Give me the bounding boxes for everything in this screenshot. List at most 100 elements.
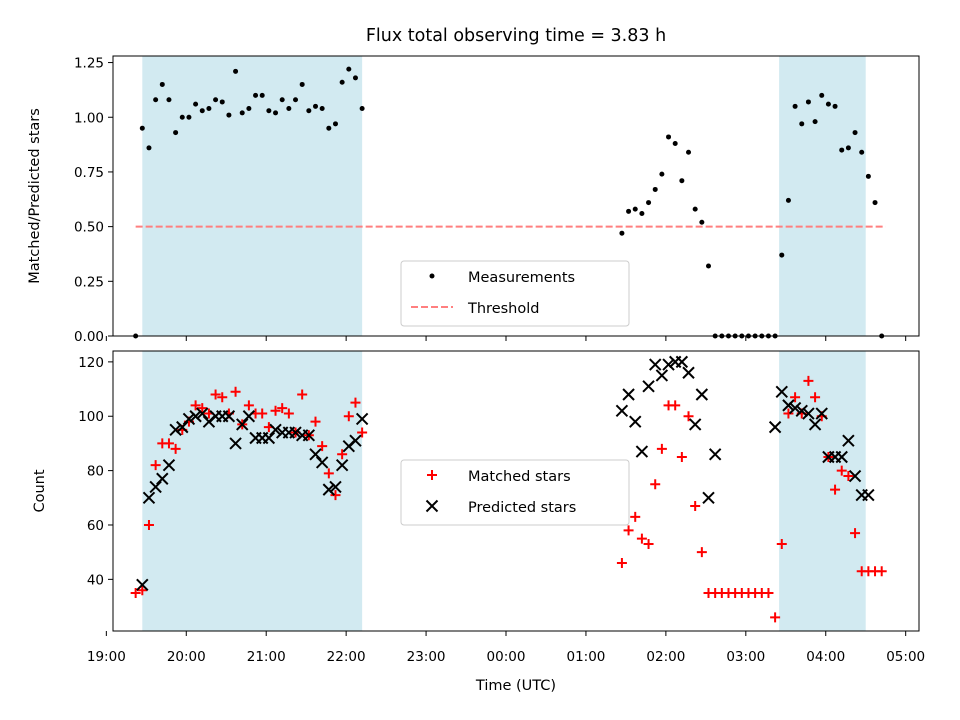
x-tick-label: 00:00 (487, 649, 526, 665)
observing-window-2 (779, 56, 866, 336)
matched-star-point (330, 490, 341, 501)
matched-star-point (676, 452, 687, 463)
y-tick-label: 0.50 (74, 220, 104, 236)
predicted-star-point (702, 491, 715, 505)
predicted-star-point (236, 418, 249, 431)
predicted-star-point (788, 401, 802, 415)
predicted-star-point (269, 423, 282, 437)
x-tick-label: 23:00 (407, 649, 446, 665)
legend-predicted-marker (425, 499, 439, 513)
predicted-star-point (142, 491, 156, 505)
measurement-point (619, 230, 625, 236)
predicted-star-point (162, 458, 176, 472)
matched-star-point (836, 465, 847, 476)
matched-star-point (830, 484, 841, 495)
x-tick-label: 20:00 (167, 649, 206, 665)
predicted-star-point (329, 480, 342, 494)
matched-star-point (230, 386, 241, 397)
measurement-point (812, 119, 818, 125)
matched-star-point (357, 427, 368, 438)
matched-star-point (317, 441, 328, 452)
matched-star-point (137, 585, 148, 596)
predicted-star-point (222, 410, 236, 423)
matched-star-point (277, 403, 288, 414)
y-tick-label: 0.75 (74, 165, 104, 181)
measurement-point (646, 200, 652, 206)
measurement-point (805, 99, 811, 105)
matched-star-point (616, 558, 627, 569)
matched-star-point (130, 587, 141, 598)
matched-star-point (217, 392, 228, 403)
matched-star-point (343, 411, 354, 422)
y-tick-label: 0.00 (74, 329, 104, 345)
measurement-point (639, 211, 645, 216)
measurement-point (246, 106, 252, 111)
measurement-point (825, 101, 831, 107)
predicted-star-point (309, 448, 322, 461)
matched-star-point (623, 525, 634, 536)
measurement-point (692, 206, 698, 212)
predicted-star-point (615, 404, 629, 418)
matched-star-point (243, 400, 254, 411)
measurement-point (312, 103, 318, 109)
measurement-point (359, 106, 365, 111)
measurement-point (153, 97, 159, 103)
predicted-star-point (688, 418, 702, 431)
measurement-point (286, 106, 292, 111)
predicted-star-point (708, 448, 722, 461)
measurement-point (173, 130, 179, 136)
measurement-point (306, 108, 312, 114)
matched-star-point (643, 539, 654, 550)
predicted-star-point (182, 412, 196, 426)
matched-star-point (297, 389, 308, 400)
matched-star-point (150, 460, 161, 471)
measurement-point (839, 147, 845, 153)
measurement-point (865, 173, 871, 179)
matched-star-point (337, 449, 348, 460)
measurement-point (706, 263, 712, 269)
predicted-star-point (315, 456, 329, 469)
observing-window-1 (142, 56, 363, 336)
ratio-panel: 0.00 0.25 0.50 0.75 1.00 1.25 Matched/Predict… (27, 55, 920, 345)
predicted-star-point (229, 437, 242, 450)
predicted-star-point (242, 410, 256, 423)
matched-star-point (636, 533, 647, 544)
predicted-star-point (848, 469, 862, 483)
observing-window-1 (142, 351, 363, 631)
ratio-x-ticks (105, 336, 907, 341)
measurement-point (166, 97, 172, 103)
predicted-star-point (675, 355, 689, 369)
measurement-point (293, 97, 299, 103)
measurement-point (186, 114, 192, 120)
count-panel: 40 60 80 100 120 19:00 20:00 21:00 22:00 23:00 00… (32, 350, 925, 694)
matched-stars-points (130, 375, 887, 623)
matched-star-point (350, 397, 361, 408)
measurement-point (146, 145, 152, 151)
ratio-y-ticks: 0.00 0.25 0.50 0.75 1.00 1.25 (74, 56, 113, 345)
legend-matched-marker (427, 470, 437, 480)
legend-predicted-label: Predicted stars (468, 500, 576, 516)
count-axes-frame (112, 350, 920, 632)
x-tick-label: 02:00 (646, 649, 685, 665)
x-tick-label: 05:00 (886, 649, 925, 665)
predicted-star-point (649, 358, 662, 371)
ratio-legend-frame (400, 260, 630, 327)
matched-star-point (210, 389, 221, 400)
measurement-point (332, 121, 338, 127)
measurement-point (253, 92, 259, 98)
y-tick-label: 60 (87, 518, 104, 534)
matched-star-point (323, 468, 334, 479)
predicted-star-point (815, 407, 828, 420)
predicted-star-point (302, 429, 316, 442)
matched-star-point (310, 416, 321, 427)
predicted-star-point (782, 399, 795, 412)
x-tick-label: 04:00 (806, 649, 845, 665)
measurement-point (346, 66, 352, 72)
predicted-star-point (835, 450, 848, 464)
measurement-point (632, 206, 638, 212)
measurement-point (845, 145, 851, 151)
chart-title: Flux total observing time = 3.83 h (366, 26, 666, 46)
count-legend-frame (400, 459, 630, 526)
measurement-points (133, 66, 885, 339)
